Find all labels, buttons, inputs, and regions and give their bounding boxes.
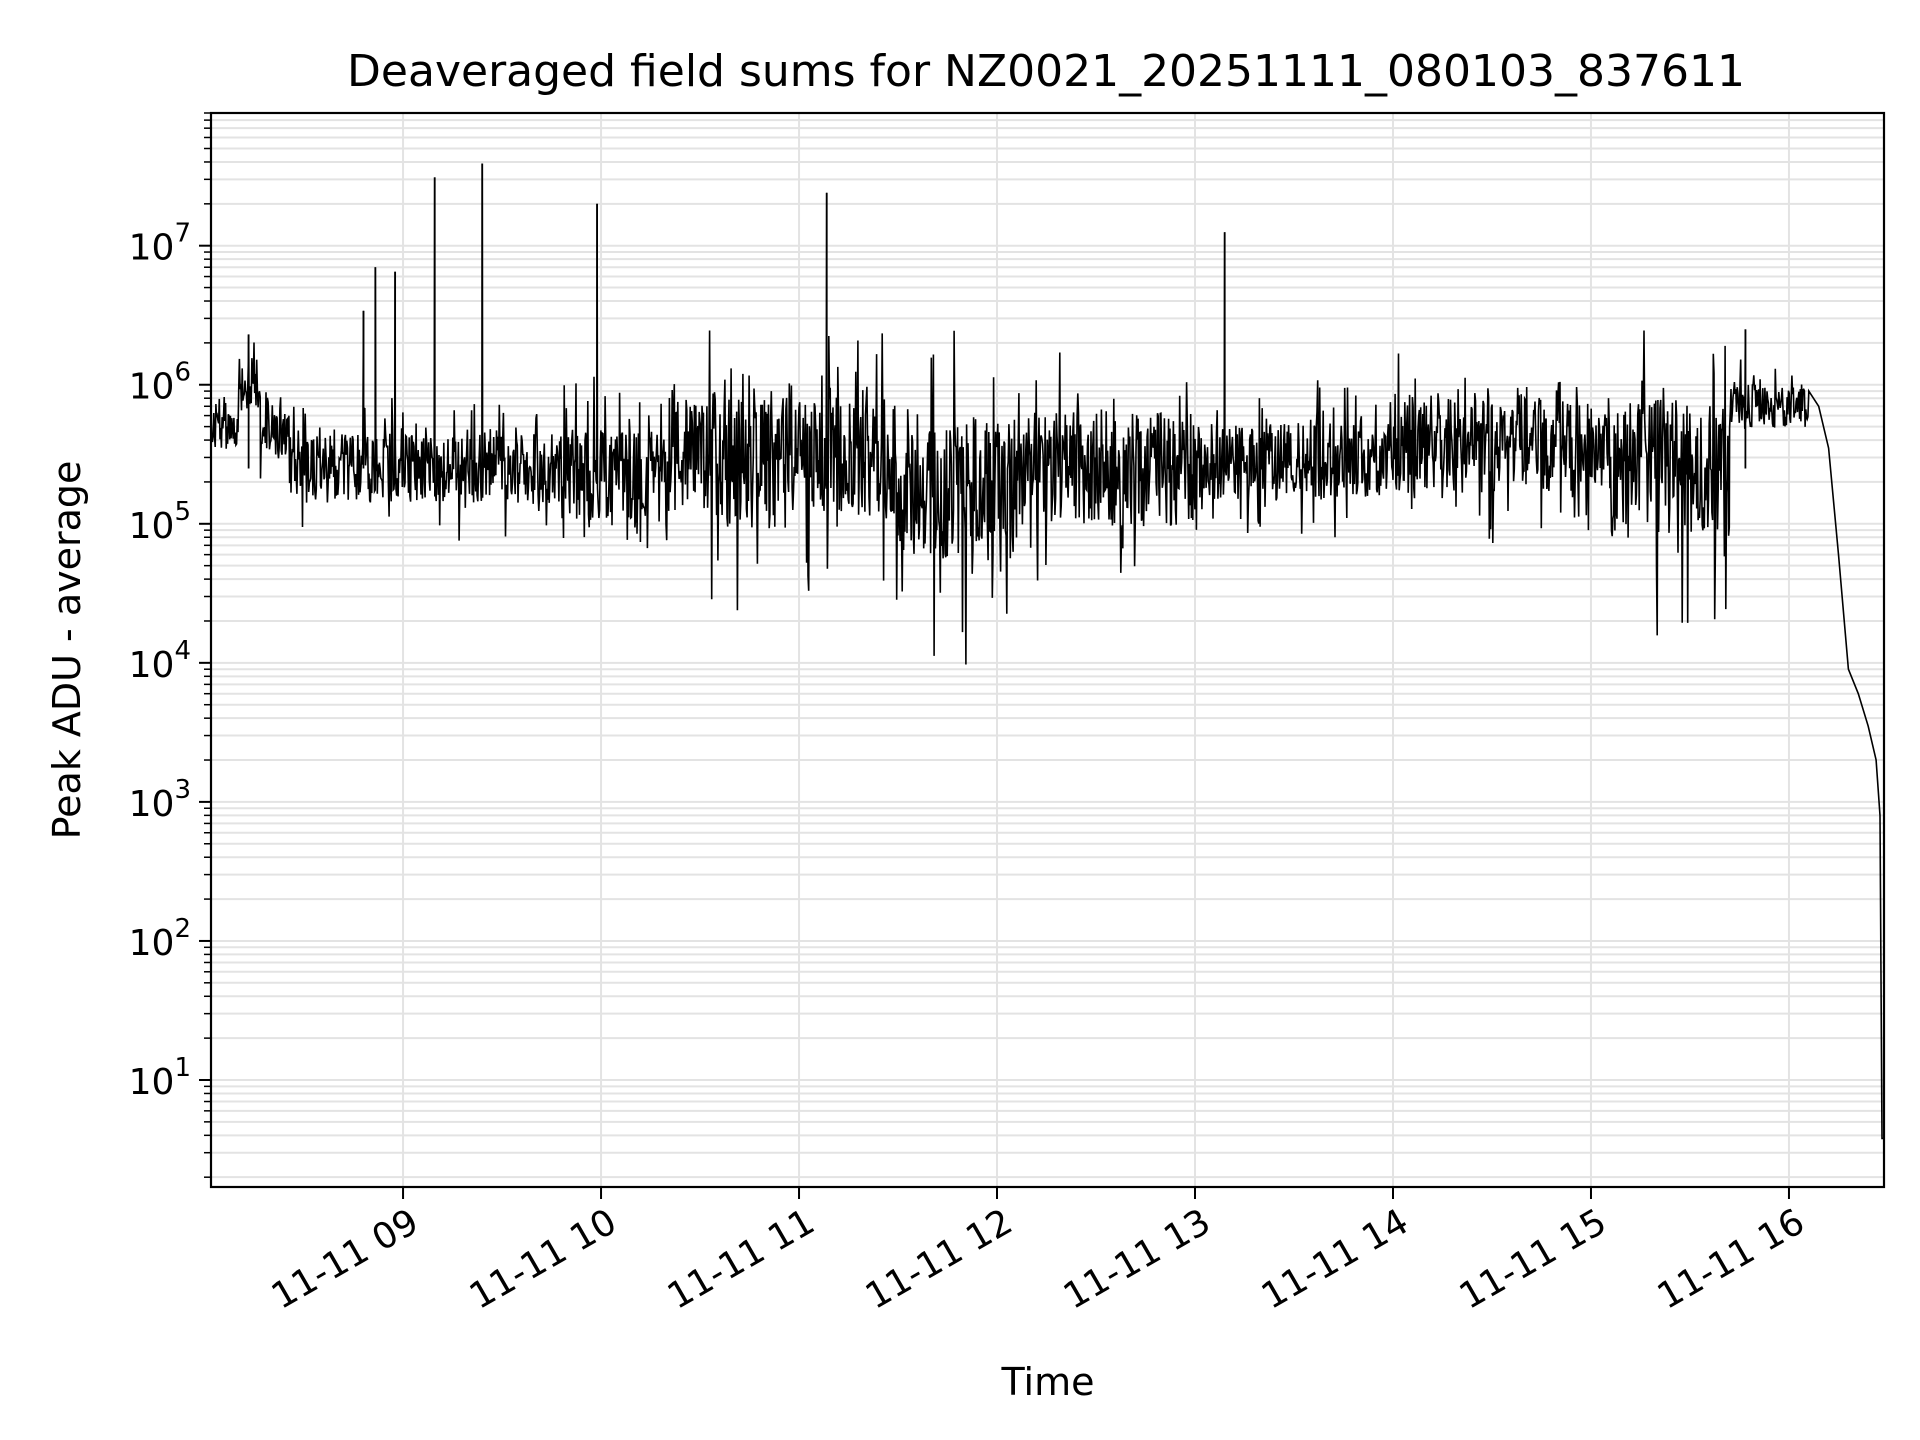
y-tick-label: 101	[129, 1053, 191, 1103]
y-tick-label: 102	[129, 914, 191, 964]
minor-ticks	[204, 112, 211, 1178]
y-tick-label: 105	[129, 497, 191, 547]
x-axis-label: Time	[1001, 1360, 1095, 1404]
grid-lines	[211, 112, 1884, 1187]
chart-title: Deaveraged field sums for NZ0021_2025111…	[347, 46, 1745, 97]
series-line-peak-adu	[210, 163, 1884, 1140]
plot-frame	[209, 111, 1886, 1189]
y-tick-label: 107	[129, 219, 191, 269]
y-tick-label: 104	[129, 636, 191, 686]
y-axis: 101 102 103 104 105 106 107	[129, 219, 211, 1103]
y-tick-label: 106	[129, 358, 191, 408]
y-axis-label: Peak ADU - average	[45, 461, 89, 840]
series-layer	[210, 163, 1884, 1140]
y-tick-label: 103	[129, 775, 191, 825]
